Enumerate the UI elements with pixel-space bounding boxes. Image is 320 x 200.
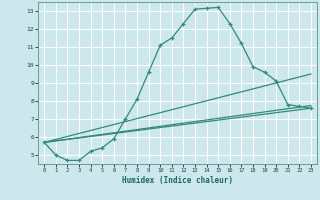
X-axis label: Humidex (Indice chaleur): Humidex (Indice chaleur) xyxy=(122,176,233,185)
